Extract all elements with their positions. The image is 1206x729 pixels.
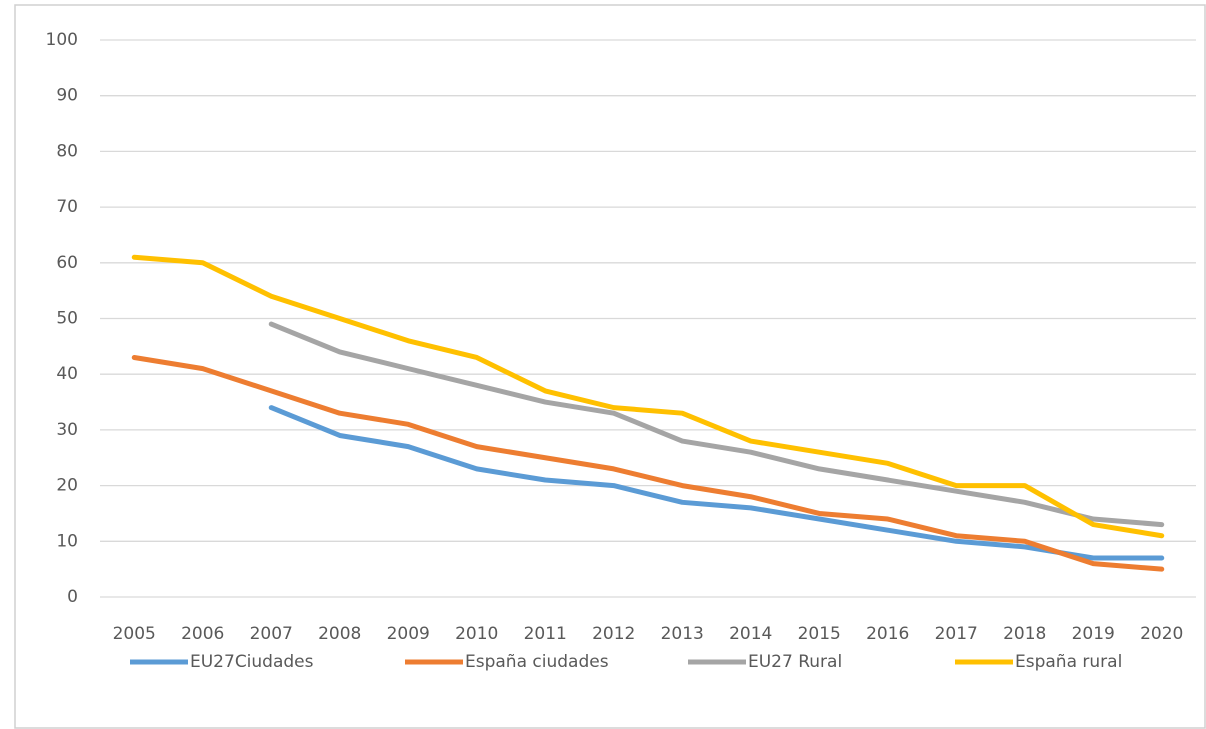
x-tick-label: 2018 bbox=[1003, 624, 1046, 644]
y-tick-label: 30 bbox=[56, 420, 78, 440]
series-line bbox=[268, 321, 1165, 528]
series-line bbox=[268, 405, 1165, 561]
x-tick-label: 2005 bbox=[113, 624, 156, 644]
x-tick-label: 2008 bbox=[318, 624, 361, 644]
x-tick-label: 2009 bbox=[387, 624, 430, 644]
y-tick-label: 20 bbox=[56, 476, 78, 496]
series-line bbox=[131, 254, 1165, 539]
x-tick-label: 2006 bbox=[181, 624, 224, 644]
y-tick-label: 50 bbox=[56, 309, 78, 329]
y-tick-label: 40 bbox=[56, 364, 78, 384]
legend-label: EU27 Rural bbox=[748, 652, 842, 672]
x-tick-label: 2012 bbox=[592, 624, 635, 644]
y-tick-label: 0 bbox=[67, 587, 78, 607]
y-tick-label: 60 bbox=[56, 253, 78, 273]
legend-label: EU27Ciudades bbox=[190, 652, 314, 672]
x-tick-label: 2014 bbox=[729, 624, 772, 644]
legend-label: España ciudades bbox=[465, 652, 609, 672]
y-tick-label: 10 bbox=[56, 531, 78, 551]
x-tick-label: 2017 bbox=[935, 624, 978, 644]
x-tick-label: 2010 bbox=[455, 624, 498, 644]
y-tick-label: 80 bbox=[56, 141, 78, 161]
y-tick-label: 100 bbox=[46, 30, 78, 50]
legend-label: España rural bbox=[1015, 652, 1122, 672]
y-tick-label: 90 bbox=[56, 86, 78, 106]
y-tick-label: 70 bbox=[56, 197, 78, 217]
x-tick-label: 2015 bbox=[798, 624, 841, 644]
x-tick-label: 2019 bbox=[1072, 624, 1115, 644]
series-line bbox=[131, 354, 1165, 572]
x-tick-label: 2016 bbox=[866, 624, 909, 644]
x-tick-label: 2007 bbox=[250, 624, 293, 644]
x-tick-label: 2011 bbox=[524, 624, 567, 644]
x-tick-label: 2013 bbox=[661, 624, 704, 644]
chart-frame bbox=[14, 4, 1206, 729]
x-tick-label: 2020 bbox=[1140, 624, 1183, 644]
